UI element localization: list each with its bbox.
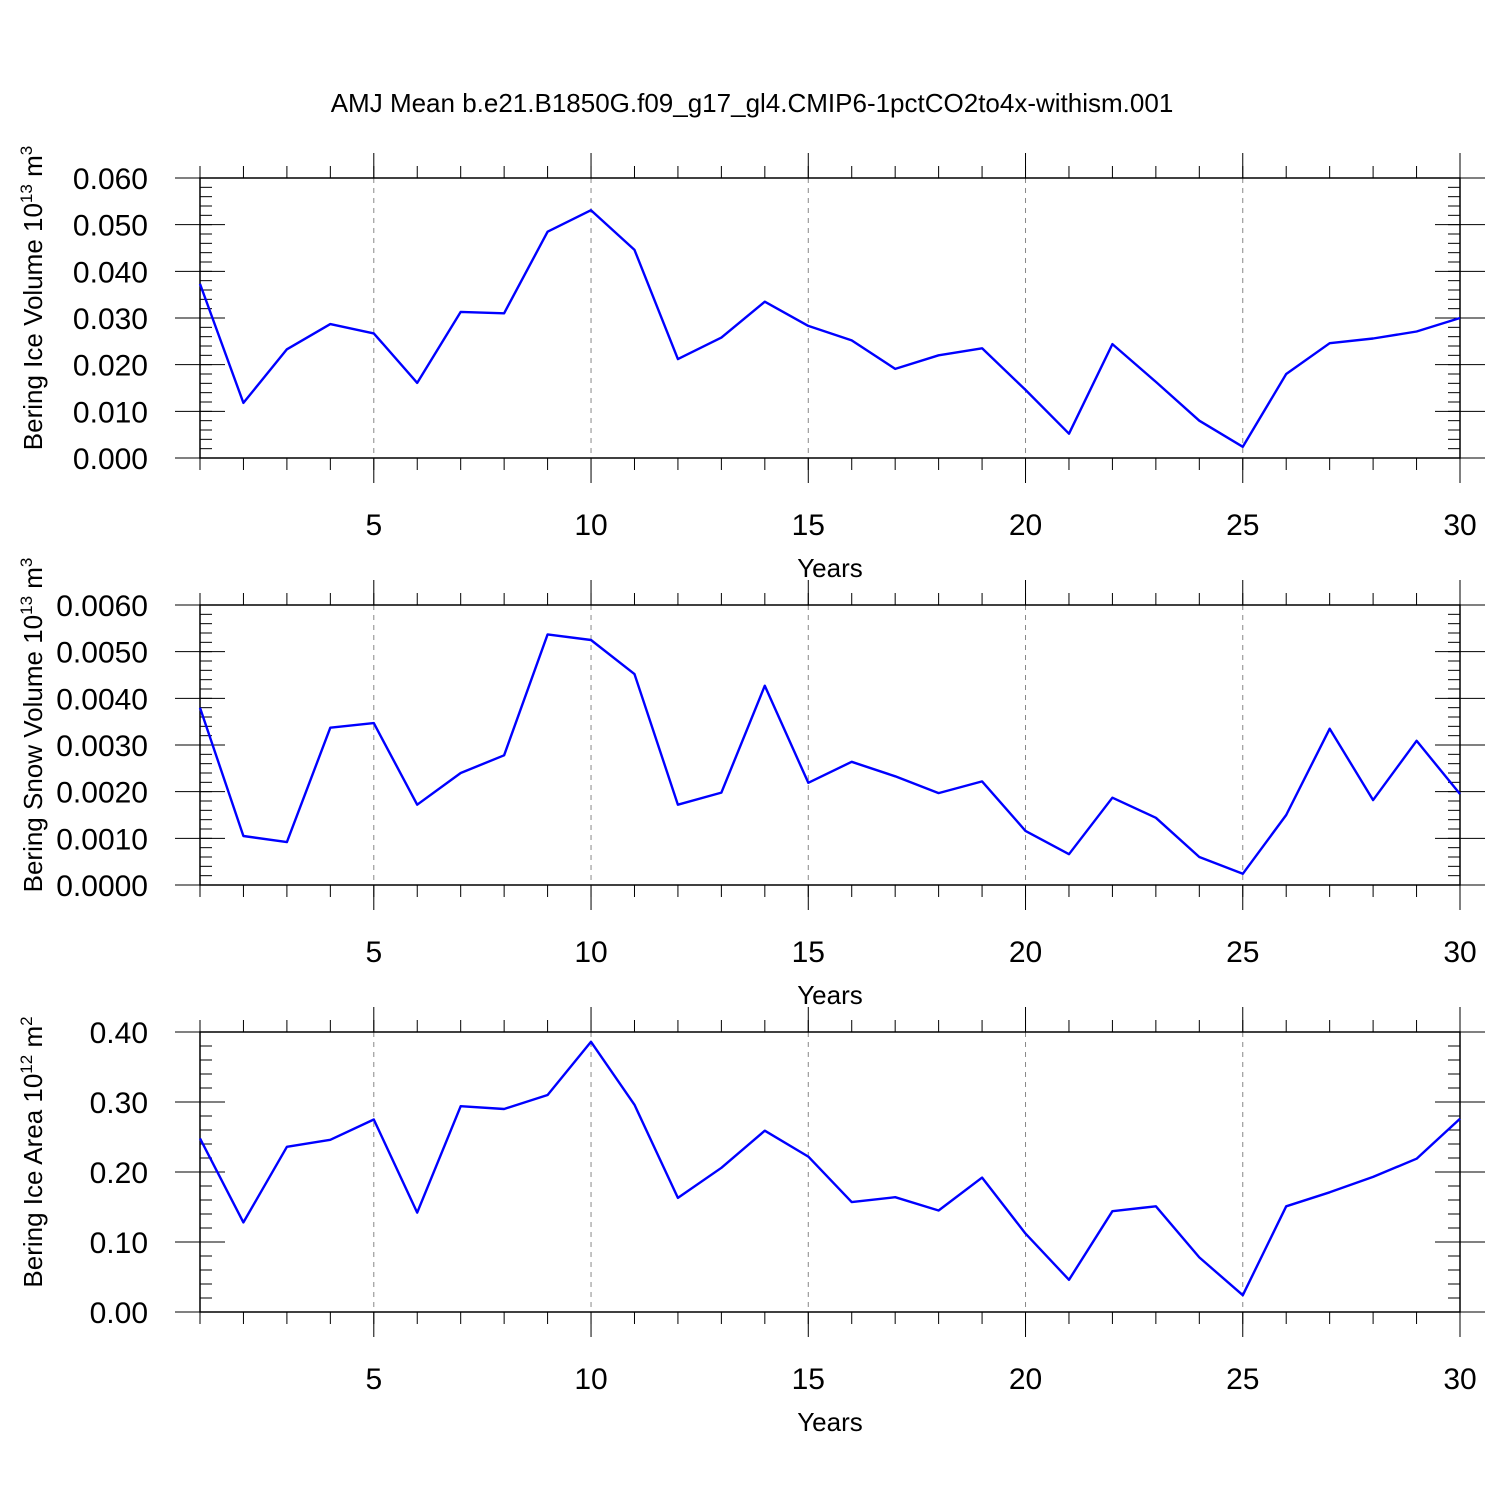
chart-0-xtick-label: 30 [1443, 509, 1476, 542]
chart-1-xtick-label: 15 [792, 936, 825, 969]
chart-1-ylabel-unit-exp: 3 [17, 558, 36, 567]
chart-0-xtick-label: 20 [1009, 509, 1042, 542]
chart-2-xtick-label: 20 [1009, 1363, 1042, 1396]
chart-2-xtick-label: 5 [365, 1363, 382, 1396]
panels: 0.000 0.010 0.020 0.030 0.040 0.050 0.060 5 10 15… [17, 146, 1485, 1437]
chart-2-ylabel-unit: m [18, 1026, 48, 1055]
chart-0-xtick-label: 25 [1226, 509, 1259, 542]
chart-2-ytick-label: 0.10 [90, 1227, 148, 1260]
chart-0-ytick-label: 0.020 [73, 350, 148, 383]
chart-1-ylabel-base: Bering Snow Volume 10 [18, 615, 48, 893]
chart-2-xtick-label: 25 [1226, 1363, 1259, 1396]
chart-2-ylabel-unit-exp: 2 [17, 1016, 36, 1025]
chart-1-ytick-label: 0.0040 [56, 683, 148, 716]
chart-0-ytick-label: 0.040 [73, 256, 148, 289]
chart-0: 0.000 0.010 0.020 0.030 0.040 0.050 0.060 5 10 15… [17, 146, 1485, 583]
chart-2-xtick-label: 30 [1443, 1363, 1476, 1396]
chart-0-ytick-label: 0.060 [73, 163, 148, 196]
chart-1-ytick-label: 0.0060 [56, 590, 148, 623]
chart-0-ylabel-unit: m [18, 155, 48, 184]
chart-2-xtick-label: 10 [574, 1363, 607, 1396]
chart-0-ytick-label: 0.010 [73, 396, 148, 429]
figure-title: AMJ Mean b.e21.B1850G.f09_g17_gl4.CMIP6-… [331, 88, 1174, 118]
chart-1-series-line [198, 633, 1461, 875]
chart-0-ylabel-base: Bering Ice Volume 10 [18, 203, 48, 450]
chart-1-xtick-label: 5 [365, 936, 382, 969]
chart-2-ytick-label: 0.40 [90, 1017, 148, 1050]
chart-1-xlabel: Years [797, 980, 863, 1010]
chart-2-ylabel-exp: 12 [17, 1055, 36, 1074]
chart-2-xlabel: Years [797, 1407, 863, 1437]
chart-1-xtick-label: 20 [1009, 936, 1042, 969]
chart-1-xtick-label: 25 [1226, 936, 1259, 969]
chart-0-ytick-label: 0.000 [73, 443, 148, 476]
chart-1-ytick-label: 0.0050 [56, 637, 148, 670]
chart-0-series-line [198, 208, 1461, 448]
chart-0-xlabel: Years [797, 553, 863, 583]
chart-1-ylabel-unit: m [18, 567, 48, 596]
chart-1-ylabel-exp: 13 [17, 596, 36, 615]
chart-0-xtick-label: 15 [792, 509, 825, 542]
chart-1: 0.0000 0.0010 0.0020 0.0030 0.0040 0.0050 0.00… [17, 558, 1485, 1010]
chart-1-ytick-label: 0.0030 [56, 730, 148, 763]
chart-1-xtick-label: 30 [1443, 936, 1476, 969]
chart-2: 0.00 0.10 0.20 0.30 0.40 5 10 15 20 25 30 Years Beri… [17, 1007, 1485, 1437]
chart-2-ytick-label: 0.30 [90, 1087, 148, 1120]
chart-0-ylabel-exp: 13 [17, 184, 36, 203]
chart-2-ytick-label: 0.20 [90, 1157, 148, 1190]
chart-1-ytick-label: 0.0000 [56, 870, 148, 903]
chart-1-ylabel: Bering Snow Volume 1013 m3 [17, 558, 48, 893]
chart-2-ytick-label: 0.00 [90, 1297, 148, 1330]
chart-2-xtick-label: 15 [792, 1363, 825, 1396]
chart-1-xtick-label: 10 [574, 936, 607, 969]
chart-0-ylabel: Bering Ice Volume 1013 m3 [17, 146, 48, 450]
chart-1-ytick-label: 0.0020 [56, 777, 148, 810]
chart-0-ytick-label: 0.030 [73, 303, 148, 336]
chart-0-xtick-label: 5 [365, 509, 382, 542]
chart-1-ytick-label: 0.0010 [56, 823, 148, 856]
chart-2-frame [199, 1031, 1461, 1313]
chart-1-frame [199, 604, 1461, 886]
chart-2-ylabel-base: Bering Ice Area 10 [18, 1074, 48, 1288]
chart-0-xtick-label: 10 [574, 509, 607, 542]
chart-0-ytick-label: 0.050 [73, 210, 148, 243]
chart-2-ylabel: Bering Ice Area 1012 m2 [17, 1016, 48, 1287]
chart-0-ylabel-unit-exp: 3 [17, 146, 36, 155]
chart-2-series-line [198, 1040, 1461, 1297]
